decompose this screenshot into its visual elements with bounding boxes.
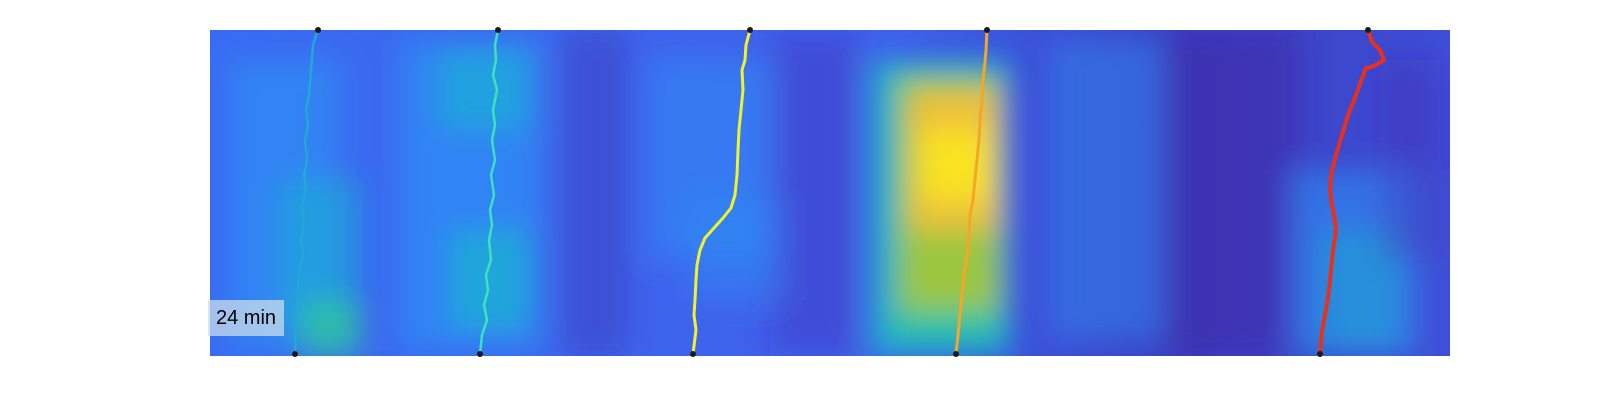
track-3-start-dot — [747, 27, 753, 33]
track-aquamarine — [478, 29, 500, 355]
time-label: 24 min — [208, 300, 285, 336]
track-endpoints — [292, 27, 1371, 357]
track-4-start-dot — [984, 27, 990, 33]
track-4-end-dot — [953, 351, 959, 357]
track-2-end-dot — [477, 351, 483, 357]
track-red — [1318, 29, 1386, 355]
track-cyan — [293, 29, 320, 355]
heatmap — [210, 30, 1450, 356]
track-yellow — [691, 29, 752, 355]
track-5-start-dot — [1365, 27, 1371, 33]
track-1-start-dot — [315, 27, 321, 33]
track-3-end-dot — [690, 351, 696, 357]
track-orange — [954, 29, 989, 355]
track-1-end-dot — [292, 351, 298, 357]
track-2-start-dot — [495, 27, 501, 33]
track-5-end-dot — [1317, 351, 1323, 357]
track-layer — [293, 29, 1386, 355]
